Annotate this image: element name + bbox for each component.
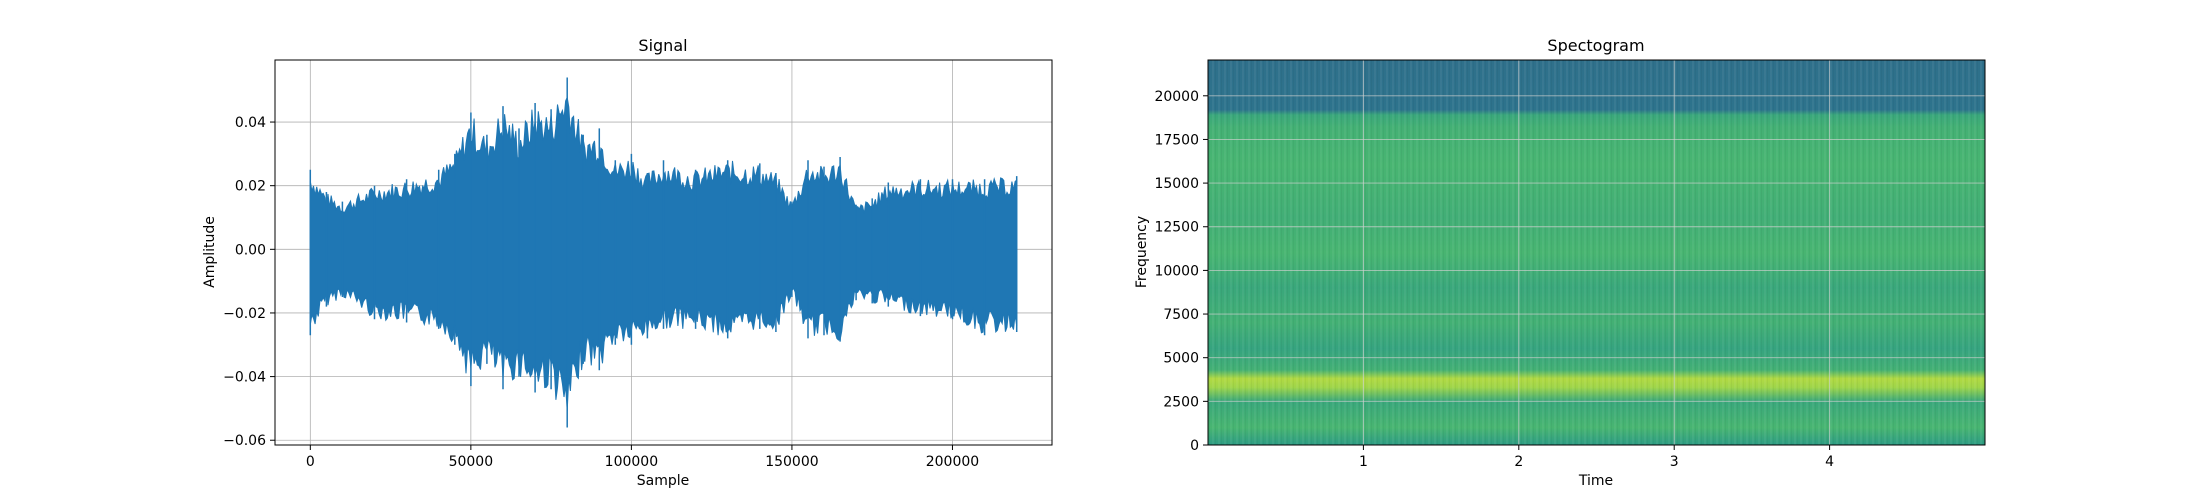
spectrogram-y-tick-label: 15000 — [1154, 176, 1199, 192]
spectrogram-title: Spectogram — [1547, 36, 1644, 55]
signal-spikes — [309, 77, 1018, 428]
spectrogram-y-tick-label: 5000 — [1163, 351, 1199, 367]
spectrogram-y-tick-label: 17500 — [1154, 132, 1199, 148]
spectrogram-x-tick-label: 1 — [1359, 454, 1368, 470]
signal-y-ticks: −0.06 −0.04 −0.02 0.00 0.02 0.04 — [223, 115, 275, 449]
spectrogram-grid — [1208, 60, 1985, 445]
signal-x-tick-label: 0 — [306, 454, 315, 470]
signal-y-tick-label: 0.02 — [235, 179, 266, 195]
signal-y-tick-label: 0.04 — [235, 115, 266, 131]
signal-y-tick-label: −0.02 — [223, 306, 266, 322]
spectrogram-y-ticks: 0 2500 5000 7500 10000 12500 15000 17500 20000 — [1154, 89, 1208, 454]
spectrogram-chart: 1 2 3 4 0 2500 5000 7500 10000 12500 15000 17500 20… — [1134, 36, 1986, 489]
spectrogram-ylabel: Frequency — [1134, 216, 1150, 288]
spectrogram-x-tick-label: 3 — [1670, 454, 1679, 470]
spectrogram-y-tick-label: 20000 — [1154, 89, 1199, 105]
spectrogram-x-ticks: 1 2 3 4 — [1359, 445, 1834, 470]
spectrogram-xlabel: Time — [1578, 473, 1613, 489]
signal-plot-frame — [274, 59, 1053, 446]
spectrogram-y-tick-label: 2500 — [1163, 394, 1199, 410]
signal-x-ticks: 0 50000 100000 150000 200000 — [306, 445, 979, 470]
signal-y-tick-label: −0.04 — [223, 370, 266, 386]
signal-x-tick-label: 50000 — [449, 454, 494, 470]
spectrogram-texture-overlay — [1208, 60, 1985, 445]
spectrogram-y-tick-label: 12500 — [1154, 220, 1199, 236]
signal-y-tick-label: −0.06 — [223, 433, 266, 449]
spectrogram-plot-frame — [1207, 59, 1986, 446]
signal-chart: 0 50000 100000 150000 200000 −0.06 −0.04 −0.02… — [202, 36, 1053, 489]
signal-x-tick-label: 150000 — [765, 454, 818, 470]
signal-ylabel: Amplitude — [202, 216, 218, 288]
signal-xlabel: Sample — [637, 473, 690, 489]
spectrogram-y-tick-label: 7500 — [1163, 307, 1199, 323]
spectrogram-x-tick-label: 2 — [1514, 454, 1523, 470]
signal-x-tick-label: 100000 — [605, 454, 658, 470]
spectrogram-y-tick-label: 0 — [1190, 438, 1199, 454]
signal-x-tick-label: 200000 — [926, 454, 979, 470]
spectrogram-y-tick-label: 10000 — [1154, 263, 1199, 279]
signal-title: Signal — [638, 36, 687, 55]
signal-y-tick-label: 0.00 — [235, 242, 266, 258]
spectrogram-x-tick-label: 4 — [1825, 454, 1834, 470]
